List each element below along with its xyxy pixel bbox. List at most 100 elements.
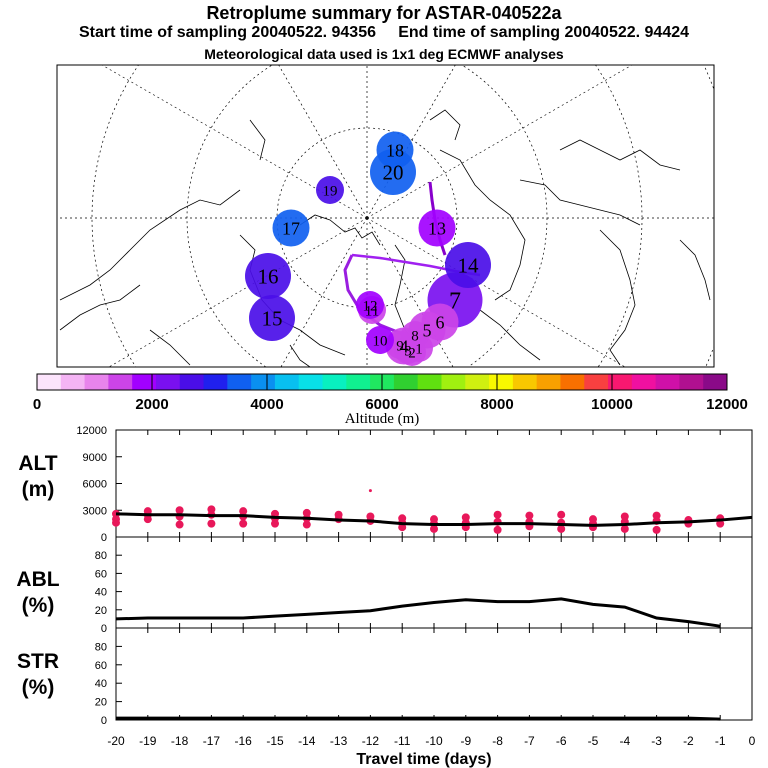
plume-bubble [421, 303, 459, 341]
alt-label: ALT [18, 452, 57, 475]
plume-bubble [356, 291, 384, 319]
alt-dot [430, 524, 438, 533]
xtick-label: -17 [203, 734, 221, 748]
plume-day-label: 9 [396, 338, 404, 354]
colorbar-bin [584, 374, 609, 390]
plume-bubble [376, 131, 414, 169]
xtick-label: -4 [619, 734, 630, 748]
str-ytick-label: 80 [95, 641, 107, 653]
plume-bubble [249, 295, 295, 341]
plume-bubble [316, 176, 344, 204]
plume-day-label: 10 [373, 333, 388, 349]
colorbar-bin [536, 374, 561, 390]
xtick-label: -16 [235, 734, 253, 748]
colorbar-bin [346, 374, 371, 390]
str-series-line [116, 716, 721, 721]
xtick-label: -2 [683, 734, 694, 748]
abl-series-line [115, 597, 721, 628]
colorbar-bin [37, 374, 62, 390]
colorbar-panel: 0 2000 4000 6000 8000 10000 12000 Altitude (m) [33, 373, 748, 427]
plume-bubble [272, 209, 310, 247]
plume-bubble [245, 253, 291, 299]
xtick-label: -5 [588, 734, 599, 748]
alt-dot [239, 519, 248, 528]
xtick-label: -8 [492, 734, 503, 748]
coastline [599, 229, 636, 366]
coastline [519, 179, 641, 226]
plume-day-label: 12 [363, 298, 378, 314]
plume-day-label: 20 [383, 160, 404, 184]
alt-dot [557, 510, 566, 519]
xtick-label: -13 [330, 734, 348, 748]
plume-day-label: 18 [386, 140, 404, 160]
plume-day-label: 15 [262, 306, 283, 330]
alt-dot [175, 506, 184, 515]
alt-dot [652, 525, 661, 534]
plume-day-label: 1 [415, 341, 423, 357]
colorbar-bin [417, 374, 442, 390]
plume-day-label: 17 [282, 218, 300, 238]
colorbar-tick-label: 8000 [480, 396, 513, 413]
map-frame [56, 64, 715, 368]
colorbar-bin [655, 374, 680, 390]
xtick-label: -19 [139, 734, 157, 748]
colorbar-tick-label: 0 [33, 396, 41, 413]
colorbar-bin [60, 374, 86, 390]
colorbar-bin [679, 374, 704, 390]
coastline [249, 119, 266, 161]
alt-unit-label: (m) [22, 478, 55, 501]
colorbar-axis-label: Altitude (m) [345, 411, 420, 427]
colorbar-bin [132, 374, 157, 390]
xtick-label: -14 [298, 734, 316, 748]
str-ytick-label: 40 [95, 678, 107, 690]
alt-dot [112, 518, 120, 527]
plume-day-label: 6 [436, 312, 445, 332]
alt-ytick-label: 9000 [83, 452, 107, 464]
plume-day-label: 13 [428, 218, 446, 238]
plume-day-label: 7 [449, 288, 461, 314]
timeseries-panels: 0 3000 6000 9000 12000 ALT (m) 0 20 40 60 80 ABL (%) 0… [16, 425, 755, 768]
colorbar-bin [179, 374, 205, 390]
plume-day-label: 2 [408, 345, 416, 361]
xtick-label: -11 [394, 734, 411, 748]
colorbar-tick-label: 10000 [591, 396, 633, 413]
str-frame [115, 627, 753, 721]
xtick-label: -1 [715, 734, 726, 748]
xtick-label: -10 [425, 734, 443, 748]
alt-trajectory-line [115, 512, 753, 527]
coastline [679, 239, 711, 301]
coastline [59, 284, 141, 331]
abl-ytick-label: 80 [95, 550, 107, 562]
colorbar-bin [155, 374, 181, 390]
alt-dot [493, 510, 502, 519]
plume-day-label: 19 [323, 183, 338, 199]
xtick-label: -6 [556, 734, 567, 748]
colorbar-bin [608, 374, 633, 390]
colorbar-bin [322, 374, 347, 390]
abl-ytick-label: 0 [101, 623, 107, 635]
plume-day-label: 8 [411, 328, 419, 344]
colorbar-bin [227, 374, 252, 390]
alt-ytick-label: 12000 [76, 425, 107, 437]
str-label: STR [17, 650, 59, 673]
coastline [59, 189, 241, 301]
plume-day-label: 4 [400, 336, 409, 356]
colorbar-bin [631, 374, 657, 390]
str-unit-label: (%) [22, 676, 55, 699]
plume-day-label: 5 [423, 320, 432, 340]
colorbar-bin [465, 374, 490, 390]
meteo-note: Meteorological data used is 1x1 deg ECMW… [204, 46, 564, 62]
colorbar-tick-label: 12000 [706, 396, 748, 413]
plume-bubble [366, 326, 394, 354]
chart-title: Retroplume summary for ASTAR-040522a [206, 3, 562, 23]
plume-bubble [445, 242, 491, 288]
colorbar-bin [512, 374, 538, 390]
colorbar-bin [203, 374, 228, 390]
abl-unit-label: (%) [22, 594, 55, 617]
coastline [559, 139, 681, 171]
colorbar-bin [703, 374, 728, 390]
colorbar-tick-label: 4000 [250, 396, 283, 413]
xtick-label: -20 [107, 734, 125, 748]
